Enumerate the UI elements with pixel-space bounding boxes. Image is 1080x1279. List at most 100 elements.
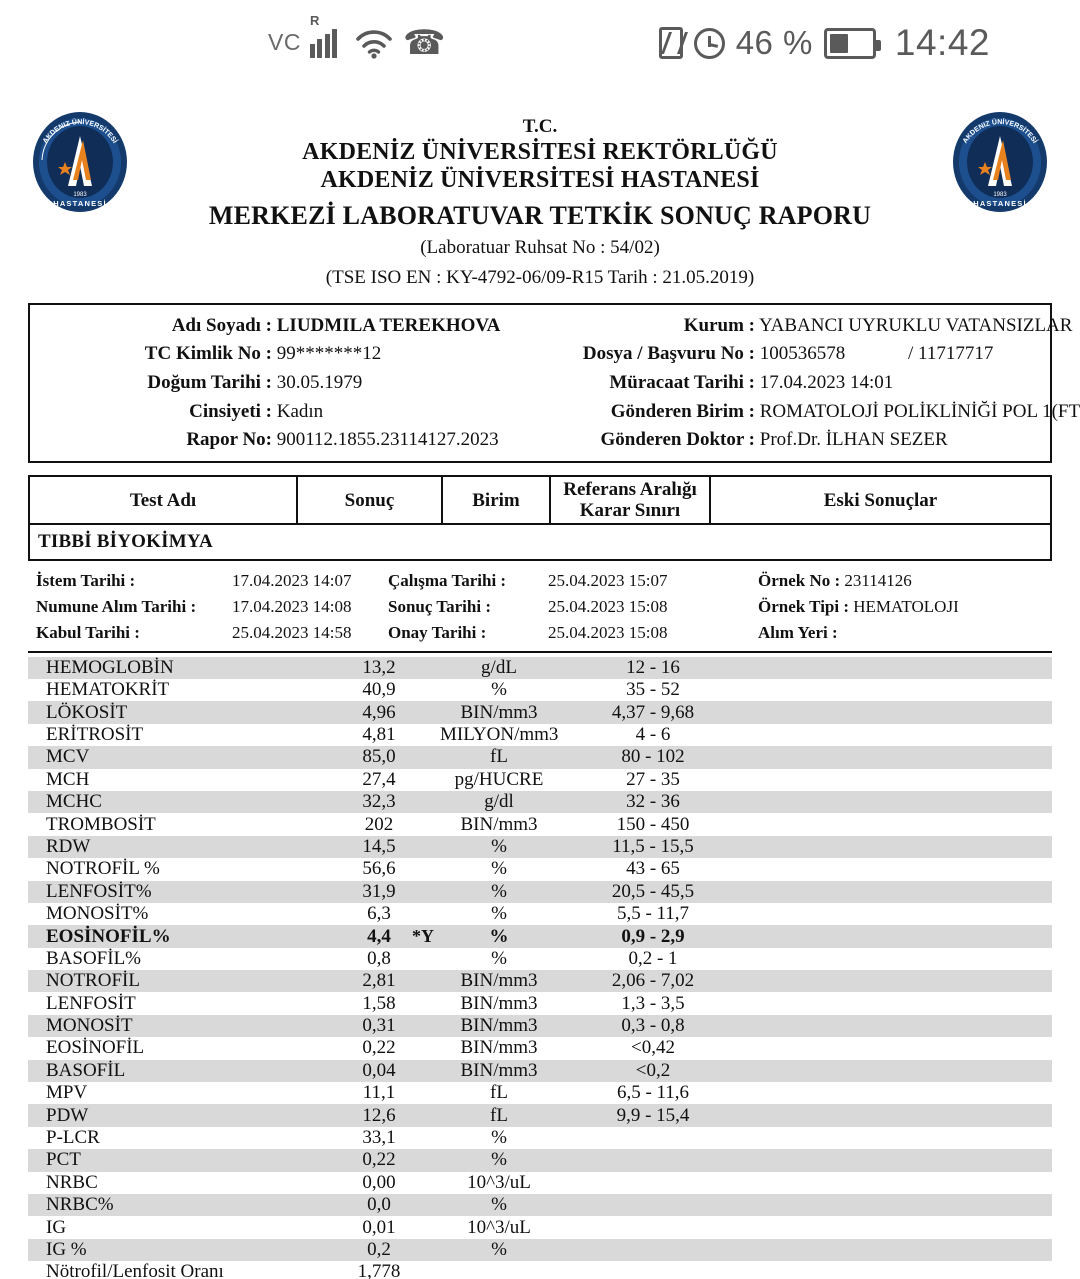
table-row: P-LCR 33,1%: [28, 1127, 1052, 1149]
unit-cell: BIN/mm3: [460, 1059, 538, 1081]
signal-bars-icon: R: [309, 13, 345, 60]
table-row: BASOFİL 0,04 BIN/mm3 <0,2: [28, 1059, 1052, 1083]
unit-cell: MILYON/mm3: [440, 723, 559, 745]
test-name-cell: MPV: [46, 1082, 88, 1104]
report-header: HASTANESİ 1983 AKDENIZ ÜNİVERSİTESİ T.C.…: [28, 98, 1052, 291]
alarm-clock-icon: [693, 27, 725, 59]
column-header-previous-results: Eski Sonuçlar: [823, 489, 938, 511]
column-header-result: Sonuç: [298, 477, 443, 524]
result-value-cell: 6,3: [367, 903, 391, 925]
acceptance-date-label: Kabul Tarihi :: [36, 622, 140, 642]
study-date-row: Çalışma Tarihi : 25.04.2023 15:07: [388, 569, 758, 593]
status-bar: VC R ☎ 46 % 14:42: [0, 0, 1080, 98]
test-name-cell: LÖKOSİT: [46, 701, 128, 723]
result-value-cell: 4,96: [362, 701, 396, 723]
column-header-reference-range: Referans Aralığı Karar Sınırı: [551, 477, 711, 524]
reference-range-cell: 150 - 450: [616, 813, 690, 835]
file-no-value: 100536578: [759, 343, 846, 365]
results-table-header: Test Adı Sonuç Birim Referans Aralığı Ka…: [28, 475, 1052, 526]
sample1-meta-column-3: Örnek No : 23114126 Örnek Tipi : HEMATOL…: [758, 569, 1052, 644]
unit-cell: g/dL: [481, 656, 517, 678]
result-date-value: 25.04.2023 15:08: [548, 597, 668, 617]
referring-unit-value: ROMATOLOJİ POLİKLİNİĞİ POL 1(FTR): [759, 400, 1080, 422]
unit-cell: %: [491, 679, 507, 701]
admission-date-value: 17.04.2023 14:01: [759, 372, 894, 393]
result-value-cell: 4,4 *Y: [367, 925, 434, 947]
result-value-cell: 0,31: [362, 1015, 396, 1037]
test-name-cell: IG %: [46, 1238, 87, 1260]
unit-cell: fL: [490, 746, 508, 768]
roaming-badge: R: [309, 13, 320, 28]
unit-cell: BIN/mm3: [460, 970, 538, 992]
svg-text:1983: 1983: [73, 192, 87, 198]
admission-date-label: Müracaat Tarihi :: [609, 372, 755, 393]
result-value-cell: 0,22: [362, 1037, 396, 1059]
result-value-cell: 40,9: [362, 679, 396, 701]
result-value-cell: 4,81: [362, 723, 396, 745]
table-row: NRBC% 0,0%: [28, 1194, 1052, 1217]
result-value-cell: 0,01: [362, 1216, 396, 1238]
test-name-cell: EOSİNOFİL%: [46, 925, 171, 947]
result-value-cell: 0,8: [367, 947, 391, 969]
result-value-cell: 85,0: [362, 746, 396, 768]
order-date-value: 17.04.2023 14:07: [232, 571, 352, 591]
approval-date-value: 25.04.2023 15:08: [548, 622, 668, 642]
collection-site-row: Alım Yeri :: [758, 621, 1052, 645]
referring-unit-label: Gönderen Birim :: [610, 400, 755, 422]
test-name-cell: LENFOSİT%: [46, 880, 152, 902]
section-header-biochemistry: TIBBİ BİYOKİMYA: [28, 525, 1052, 562]
unit-cell: fL: [490, 1082, 508, 1104]
unit-cell: %: [491, 835, 507, 857]
tc-label: T.C.: [522, 116, 558, 137]
patient-birthdate-row: Doğum Tarihi : 30.05.1979: [40, 370, 500, 395]
reference-range-line1: Referans Aralığı: [563, 478, 697, 500]
table-row: EOSİNOFİL% 4,4 *Y% 0,9 - 2,9: [28, 925, 1052, 948]
report-title-block: T.C. AKDENİZ ÜNİVERSİTESİ REKTÖRLÜĞÜ AKD…: [132, 110, 948, 291]
table-row: NOTROFİL % 56,6% 43 - 65: [28, 858, 1052, 880]
nfc-icon: [658, 27, 683, 59]
reference-range-cell: 32 - 36: [626, 791, 680, 813]
reference-range-cell: <0,2: [635, 1059, 671, 1081]
patient-tc-row: TC Kimlik No : 99*******12: [40, 341, 500, 366]
result-date-row: Sonuç Tarihi : 25.04.2023 15:08: [388, 595, 758, 619]
referring-doctor-value: Prof.Dr. İLHAN SEZER: [759, 429, 948, 451]
test-name-cell: HEMATOKRİT: [46, 679, 170, 701]
unit-cell: %: [491, 903, 507, 925]
approval-date-row: Onay Tarihi : 25.04.2023 15:08: [388, 621, 758, 645]
sample-type-row: Örnek Tipi : HEMATOLOJI: [758, 595, 1052, 619]
table-row: EOSİNOFİL 0,22 BIN/mm3 <0,42: [28, 1037, 1052, 1059]
reference-range-line2: Karar Sınırı: [579, 500, 681, 522]
collection-date-row: Numune Alım Tarihi : 17.04.2023 14:08: [36, 595, 388, 619]
result-value-cell: 13,2: [362, 656, 396, 678]
result-value-cell: 12,6: [362, 1104, 396, 1126]
table-row: MCV 85,0 fL 80 - 102: [28, 746, 1052, 769]
patient-name-row: Adı Soyadı : LIUDMILA TEREKHOVA: [40, 313, 501, 338]
table-row: ERİTROSİT 4,81 MILYON/mm3 4 - 6: [28, 724, 1052, 746]
unit-cell: %: [491, 1194, 507, 1216]
table-row: TROMBOSİT 202 BIN/mm3 150 - 450: [28, 813, 1052, 835]
referring-doctor-label: Gönderen Doktor :: [600, 429, 755, 451]
tse-line: (TSE ISO EN : KY-4792-06/09-R15 Tarih : …: [325, 267, 755, 289]
collection-site-label: Alım Yeri :: [758, 622, 838, 642]
table-row: LÖKOSİT 4,96 BIN/mm3 4,37 - 9,68: [28, 701, 1052, 724]
reference-range-cell: 12 - 16: [626, 656, 680, 678]
report-no-label: Rapor No:: [186, 429, 272, 451]
status-bar-right-group: 46 % 14:42: [658, 22, 990, 64]
approval-date-label: Onay Tarihi :: [388, 622, 487, 642]
sample-no-label: Örnek No :: [758, 571, 841, 591]
sample-no-value: 23114126: [844, 571, 912, 591]
study-date-value: 25.04.2023 15:07: [548, 571, 668, 591]
reference-range-cell: 6,5 - 11,6: [616, 1082, 690, 1104]
battery-icon: [823, 27, 881, 59]
unit-cell: BIN/mm3: [460, 701, 538, 723]
report-no-row: Rapor No: 900112.1855.23114127.2023: [40, 427, 500, 452]
unit-cell: %: [491, 858, 507, 880]
patient-birthdate-label: Doğum Tarihi :: [147, 372, 272, 393]
page-title: MERKEZİ LABORATUVAR TETKİK SONUÇ RAPORU: [208, 201, 872, 231]
test-name-cell: MONOSİT%: [46, 903, 149, 925]
svg-text:1983: 1983: [993, 192, 1007, 198]
test-name-cell: MCV: [46, 746, 90, 768]
wifi-icon: [354, 26, 394, 60]
result-value-cell: 0,0: [367, 1194, 391, 1216]
battery-percent-label: 46 %: [735, 24, 813, 61]
